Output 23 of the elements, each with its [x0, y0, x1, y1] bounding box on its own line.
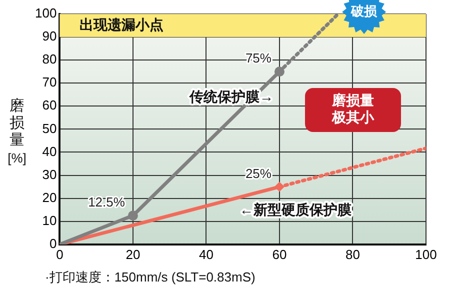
y-tick-label: 60 — [42, 98, 57, 113]
y-tick-label: 70 — [42, 74, 57, 90]
y-tick-label: 10 — [42, 212, 57, 228]
x-tick-label: 40 — [198, 246, 214, 262]
band-label: 出现遗漏小点 — [80, 16, 164, 32]
y-tick-label: 0 — [49, 236, 57, 251]
y-tick-label: 30 — [42, 166, 57, 182]
x-tick-label: 20 — [126, 246, 140, 262]
y-tick-label: 40 — [42, 144, 57, 159]
x-tick-label: 80 — [346, 246, 360, 262]
annotation: 破损 — [350, 4, 378, 19]
x-tick-label: 100 — [415, 246, 437, 262]
y-tick-label: 20 — [42, 190, 57, 205]
callout-box: 磨损量极其小 — [305, 88, 401, 132]
annotation: 磨损量极其小 — [330, 92, 376, 126]
data-label: 12.5% — [88, 194, 126, 210]
x-tick-label: 60 — [272, 246, 287, 262]
y-tick-label: 80 — [42, 52, 57, 67]
y-tick-label: 100 — [34, 6, 57, 21]
y-tick-label: 50 — [42, 120, 57, 136]
y-axis-title: 磨损量 [%] — [8, 97, 26, 166]
y-tick-label: 90 — [42, 28, 57, 44]
x-axis-title: ·打印速度：150mm/s (SLT=0.83mS) — [45, 270, 256, 285]
